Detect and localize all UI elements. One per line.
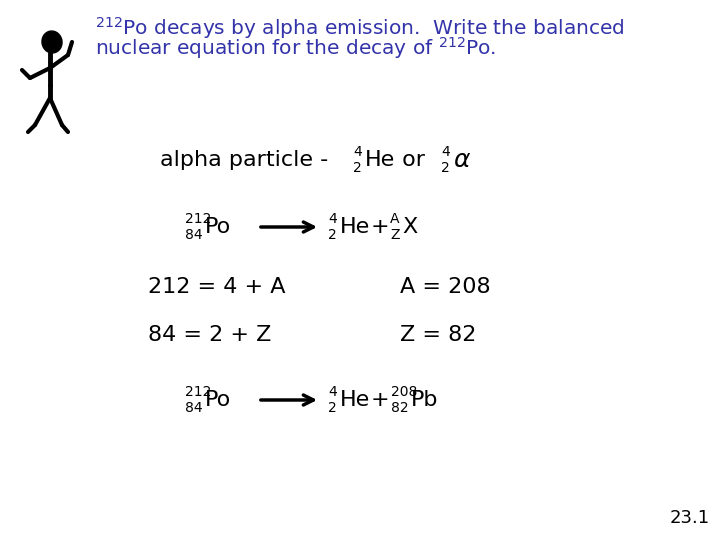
Text: X: X (402, 217, 418, 237)
Text: 4: 4 (441, 145, 450, 159)
Text: +: + (371, 217, 390, 237)
Text: 2: 2 (441, 161, 450, 175)
Text: He: He (340, 217, 370, 237)
Text: 23.1: 23.1 (670, 509, 710, 527)
Text: Z = 82: Z = 82 (400, 325, 477, 345)
Text: 84: 84 (185, 401, 202, 415)
Text: 84: 84 (185, 228, 202, 242)
Text: 212: 212 (185, 385, 212, 399)
Text: $^{212}$Po decays by alpha emission.  Write the balanced: $^{212}$Po decays by alpha emission. Wri… (95, 15, 624, 41)
Text: 2: 2 (328, 401, 337, 415)
Text: 82: 82 (391, 401, 409, 415)
Text: 84 = 2 + Z: 84 = 2 + Z (148, 325, 271, 345)
Text: He: He (365, 150, 395, 170)
Text: 2: 2 (328, 228, 337, 242)
Text: 212 = 4 + A: 212 = 4 + A (148, 277, 286, 297)
Text: Z: Z (390, 228, 400, 242)
Text: or: or (395, 150, 432, 170)
Text: 212: 212 (185, 212, 212, 226)
Text: 4: 4 (328, 212, 337, 226)
Text: A: A (390, 212, 400, 226)
Text: 4: 4 (328, 385, 337, 399)
Text: 2: 2 (353, 161, 361, 175)
Text: +: + (371, 390, 390, 410)
Text: He: He (340, 390, 370, 410)
Text: $\alpha$: $\alpha$ (453, 148, 471, 172)
Text: nuclear equation for the decay of $^{212}$Po.: nuclear equation for the decay of $^{212… (95, 35, 496, 61)
Text: Po: Po (205, 390, 231, 410)
Text: A = 208: A = 208 (400, 277, 490, 297)
Text: 4: 4 (353, 145, 361, 159)
Text: alpha particle -: alpha particle - (160, 150, 328, 170)
Ellipse shape (42, 31, 62, 53)
Text: Po: Po (205, 217, 231, 237)
Text: Pb: Pb (411, 390, 438, 410)
Text: 208: 208 (391, 385, 418, 399)
